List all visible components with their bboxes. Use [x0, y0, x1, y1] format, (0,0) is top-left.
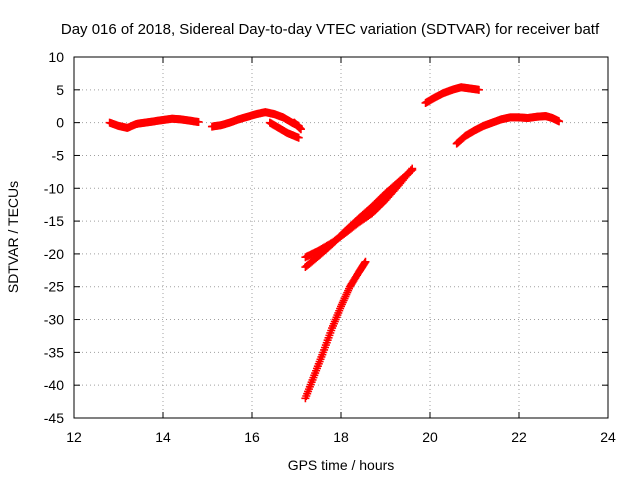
- data-point: [361, 257, 370, 266]
- x-tick-label: 12: [66, 429, 82, 445]
- x-tick-label: 20: [422, 429, 438, 445]
- data-point: [408, 165, 417, 174]
- chart-title: Day 016 of 2018, Sidereal Day-to-day VTE…: [61, 21, 600, 38]
- x-tick-label: 14: [155, 429, 171, 445]
- data-point: [474, 85, 483, 94]
- data-point: [294, 133, 303, 142]
- data-series-4: [290, 118, 305, 134]
- y-axis-label: SDTVAR / TECUs: [5, 181, 21, 293]
- x-axis-label: GPS time / hours: [288, 457, 395, 473]
- axis-ticks: 12 14 16 18 20 22 24 10 5 0 -5 -10 -15 -20 -25 -30 -35 -4…: [44, 49, 616, 445]
- y-tick-label: -10: [44, 180, 64, 196]
- data-series: [105, 83, 564, 403]
- grid: [74, 57, 608, 418]
- x-tick-label: 24: [600, 429, 616, 445]
- x-tick-label: 16: [244, 429, 260, 445]
- data-series-6: [301, 165, 417, 272]
- data-point: [194, 117, 203, 126]
- y-tick-label: -45: [44, 410, 64, 426]
- data-series-9: [452, 112, 564, 148]
- data-point: [296, 125, 305, 134]
- data-point: [555, 117, 564, 126]
- y-tick-label: 10: [48, 49, 64, 65]
- y-tick-label: 0: [56, 115, 64, 131]
- data-series-3: [265, 118, 303, 142]
- data-series-2: [207, 108, 303, 131]
- y-tick-label: 5: [56, 82, 64, 98]
- x-tick-label: 22: [511, 429, 527, 445]
- x-tick-label: 18: [333, 429, 349, 445]
- y-tick-label: -20: [44, 246, 64, 262]
- y-tick-label: -25: [44, 279, 64, 295]
- data-series-7: [301, 257, 370, 403]
- data-point: [406, 167, 415, 176]
- data-series-8: [421, 83, 483, 107]
- y-tick-label: -35: [44, 344, 64, 360]
- y-tick-label: -40: [44, 377, 64, 393]
- y-tick-label: -30: [44, 312, 64, 328]
- data-series-1: [105, 114, 203, 132]
- y-tick-label: -15: [44, 213, 64, 229]
- y-tick-label: -5: [52, 147, 65, 163]
